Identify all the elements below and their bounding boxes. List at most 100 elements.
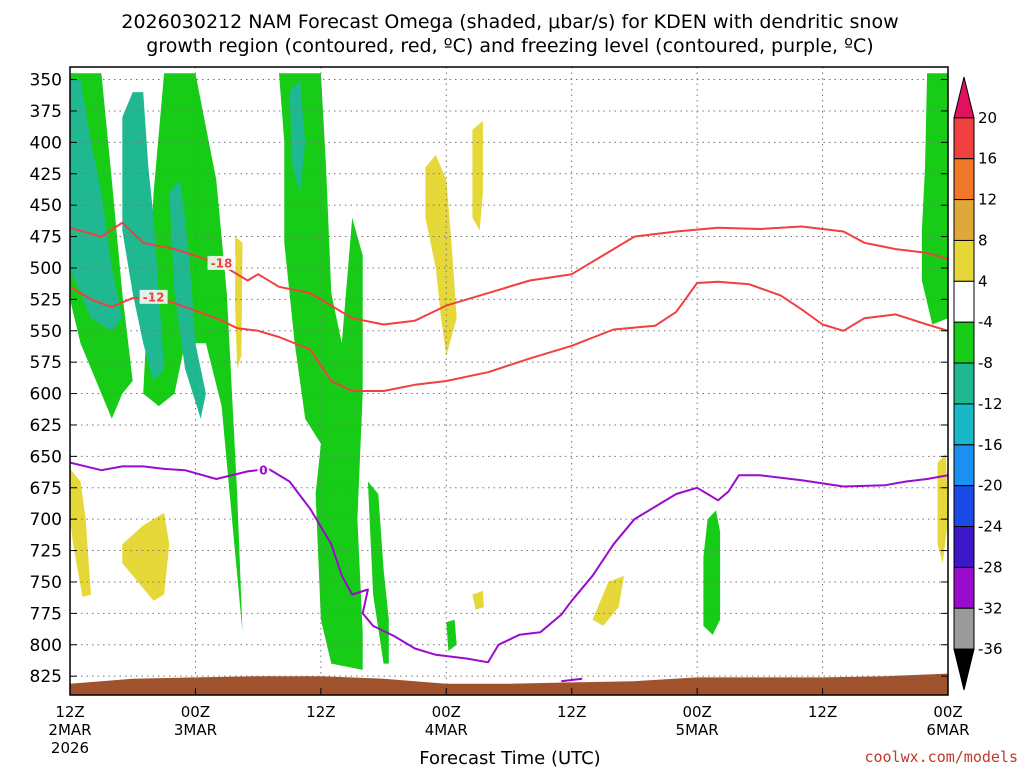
credit-text: coolwx.com/models xyxy=(864,748,1018,766)
contour-line-2 xyxy=(70,461,948,664)
y-tick-label-700: 700 xyxy=(30,510,62,530)
x-tick-date-0: 2MAR xyxy=(48,721,91,739)
y-tick-label-525: 525 xyxy=(30,290,62,310)
y-tick-label-425: 425 xyxy=(30,165,62,185)
contour-line-1 xyxy=(70,280,948,392)
y-tick-label-750: 750 xyxy=(30,573,62,593)
omega-region-yellow-1 xyxy=(70,468,91,597)
colorbar-cell-top-arrow xyxy=(953,76,975,119)
contour-label-0: -18 xyxy=(211,256,233,270)
colorbar-cell-7 xyxy=(953,362,975,405)
colorbar-cell-3 xyxy=(953,199,975,241)
omega-region-yellow-6 xyxy=(472,590,484,610)
y-axis: 350 375 400 425 450 475 500 525 550 575 600 625 650 6… xyxy=(30,71,948,687)
colorbar-label-9: -20 xyxy=(978,477,1003,495)
x-tick-label-60: 00Z xyxy=(682,703,711,721)
y-tick-label-650: 650 xyxy=(30,447,62,467)
omega-region-teal-inner xyxy=(169,180,206,419)
contour-line-0 xyxy=(70,221,948,326)
x-tick-label-12: 00Z xyxy=(181,703,210,721)
x-tick-year-0: 2026 xyxy=(51,739,89,757)
x-tick-date-60: 5MAR xyxy=(676,721,719,739)
colorbar-cell-5 xyxy=(953,280,975,323)
terrain-fill xyxy=(70,673,948,695)
y-tick-label-675: 675 xyxy=(30,479,62,499)
colorbar-label-10: -24 xyxy=(978,518,1003,536)
x-tick-date-36: 4MAR xyxy=(425,721,468,739)
omega-region-green-strip-right xyxy=(367,481,389,664)
x-tick-label-0: 12Z xyxy=(55,703,84,721)
colorbar-cell-8 xyxy=(953,403,975,446)
y-tick-label-725: 725 xyxy=(30,542,62,562)
omega-region-yellow-2 xyxy=(122,512,170,601)
y-tick-label-625: 625 xyxy=(30,416,62,436)
colorbar-label-11: -28 xyxy=(978,558,1003,576)
y-tick-label-375: 375 xyxy=(30,102,62,122)
colorbar-cell-13 xyxy=(953,607,975,650)
contour-line-3 xyxy=(561,677,583,683)
omega-region-yellow-3 xyxy=(235,236,243,369)
omega-region-green-small-1 xyxy=(446,619,457,651)
terrain-layer xyxy=(70,673,948,695)
x-tick-label-24: 12Z xyxy=(306,703,335,721)
omega-region-yellow-8 xyxy=(937,453,948,564)
y-tick-label-600: 600 xyxy=(30,385,62,405)
omega-region-teal-column xyxy=(289,79,306,193)
omega-region-teal-center xyxy=(122,92,165,381)
y-tick-label-575: 575 xyxy=(30,353,62,373)
y-tick-label-550: 550 xyxy=(30,322,62,342)
omega-region-green-small-2 xyxy=(703,510,721,635)
colorbar-label-13: -36 xyxy=(978,640,1003,658)
contour-label-bg-1 xyxy=(139,289,168,304)
colorbar-cell-12 xyxy=(953,566,975,609)
colorbar-cell-1 xyxy=(953,117,975,160)
colorbar-cell-4 xyxy=(953,239,975,282)
x-tick-label-48: 12Z xyxy=(557,703,586,721)
x-tick-label-72: 12Z xyxy=(808,703,837,721)
omega-region-green-column-mid xyxy=(279,73,363,670)
x-tick-date-12: 3MAR xyxy=(174,721,217,739)
colorbar-cell-9 xyxy=(953,444,975,487)
contour-label-bg-2 xyxy=(257,463,270,478)
colorbar-label-1: 16 xyxy=(978,150,997,168)
colorbar-label-2: 12 xyxy=(978,191,997,209)
y-tick-label-400: 400 xyxy=(30,133,62,153)
omega-shading-layer xyxy=(70,73,948,670)
contour-label-bg-0 xyxy=(207,255,236,270)
x-axis-label: Forecast Time (UTC) xyxy=(419,748,600,768)
x-tick-label-36: 00Z xyxy=(432,703,461,721)
contour-layer: -18 -12 0 xyxy=(70,221,948,683)
colorbar-label-7: -12 xyxy=(978,395,1003,413)
grid-layer xyxy=(70,67,948,695)
colorbar-label-3: 8 xyxy=(978,231,988,249)
contour-label-2: 0 xyxy=(259,464,267,478)
colorbar-label-0: 20 xyxy=(978,109,997,127)
x-tick-label-84: 00Z xyxy=(933,703,962,721)
omega-region-yellow-7 xyxy=(592,575,624,626)
y-tick-label-450: 450 xyxy=(30,196,62,216)
omega-region-yellow-5 xyxy=(472,121,483,231)
colorbar-label-6: -8 xyxy=(978,354,993,372)
colorbar-label-4: 4 xyxy=(978,272,988,290)
chart-title-line1: 2026030212 NAM Forecast Omega (shaded, μ… xyxy=(121,11,898,33)
y-tick-label-800: 800 xyxy=(30,636,62,656)
chart-title-line2: growth region (contoured, red, ºC) and f… xyxy=(146,35,873,57)
colorbar-cell-bottom-arrow xyxy=(953,648,975,691)
colorbar-cell-10 xyxy=(953,485,975,528)
colorbar-label-8: -16 xyxy=(978,436,1003,454)
colorbar: 20 16 12 8 4 -4 -8 -12 -16 -20 -24 -28 -32 -36 xyxy=(953,76,1003,691)
colorbar-cell-2 xyxy=(953,158,975,201)
contour-label-1: -12 xyxy=(143,290,165,304)
y-tick-label-775: 775 xyxy=(30,604,62,624)
omega-region-green-east-edge xyxy=(921,73,948,325)
omega-region-yellow-4 xyxy=(425,154,457,356)
colorbar-cell-11 xyxy=(953,526,975,568)
y-tick-label-825: 825 xyxy=(30,667,62,687)
y-tick-label-350: 350 xyxy=(30,71,62,91)
colorbar-cell-6 xyxy=(953,321,975,364)
y-tick-label-500: 500 xyxy=(30,259,62,279)
y-tick-label-475: 475 xyxy=(30,228,62,248)
plot-frame xyxy=(69,66,949,696)
